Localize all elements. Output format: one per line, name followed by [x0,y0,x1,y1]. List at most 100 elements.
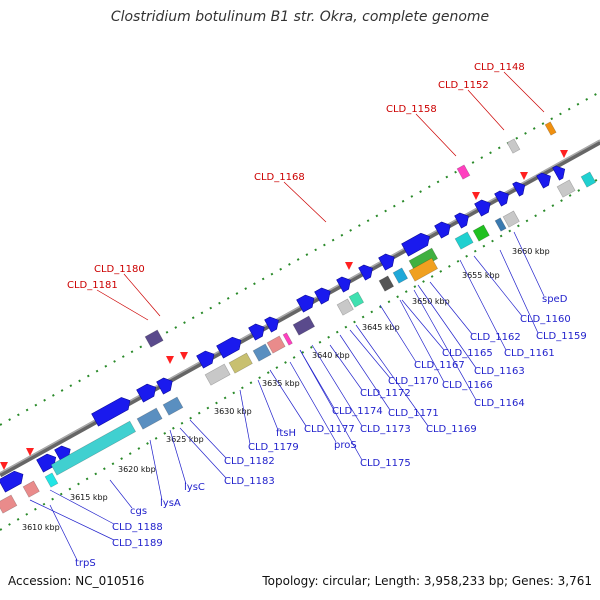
pseudogene-marker [26,448,34,456]
label-leader [417,284,477,369]
label-leader [459,259,507,351]
label-leader [499,249,539,334]
kbp-label: 3650 kbp [412,297,450,306]
gene-box [228,352,253,374]
gene-label: CLD_1160 [520,314,571,325]
cds-forward-arrow [552,165,566,181]
gene-label: CLD_1161 [504,348,555,359]
label-leader [513,231,545,297]
gene-box [502,210,520,228]
gene-box [580,171,597,188]
label-leader [401,299,445,351]
cds-forward-arrow [36,453,57,473]
label-leader [355,324,429,427]
gene-box [0,494,18,514]
outer-tick-track [0,91,600,426]
label-leader [189,419,227,459]
gene-label: CLD_1181 [67,280,118,291]
cds-forward-arrow [216,336,242,359]
pseudogene-marker [166,356,174,364]
gene-box [336,298,354,316]
label-leader [109,479,133,509]
kbp-label: 3620 kbp [118,465,156,474]
kbp-label: 3615 kbp [70,493,108,502]
pseudogene-marker [520,172,528,180]
label-leader [257,379,279,431]
gene-label: CLD_1188 [112,522,163,533]
gene-box [204,363,231,386]
kbp-label: 3610 kbp [22,523,60,532]
kbp-label: 3645 kbp [362,323,400,332]
gene-box [266,335,286,354]
kbp-label: 3625 kbp [166,435,204,444]
gene-label: CLD_1164 [474,398,525,409]
gene-label: CLD_1189 [112,538,163,549]
pseudogene-marker [472,192,480,200]
cds-forward-arrow [136,383,157,403]
pseudogene-marker [180,352,188,360]
gene-label: CLD_1171 [388,408,439,419]
label-leader [379,304,417,363]
label-leader [29,499,115,541]
label-leader [49,504,78,561]
label-leader [289,361,337,443]
gene-box [408,257,439,282]
gene-label: CLD_1159 [536,331,587,342]
accession-text: Accession: NC_010516 [8,574,145,588]
gene-label: CLD_1165 [442,348,493,359]
label-leader [96,289,149,321]
kbp-label: 3635 kbp [262,379,300,388]
cds-forward-arrow [512,181,526,197]
label-leader [399,299,445,383]
cds-forward-arrow [156,377,173,395]
cds-forward-arrow [196,350,215,369]
cds-forward-arrow [494,190,509,207]
gene-label: CLD_1148 [474,62,525,73]
gene-label: CLD_1158 [386,104,437,115]
gene-box [544,121,557,136]
label-leader [467,89,505,131]
label-leader [299,349,363,461]
cds-forward-arrow [454,212,469,229]
label-leader [311,344,363,427]
label-leader [503,71,545,113]
cds-forward-arrow [401,232,430,257]
label-leader [49,489,115,525]
gene-box [252,343,272,362]
cds-forward-arrow [91,397,131,427]
label-leader [179,427,227,479]
gene-label: CLD_1174 [332,406,383,417]
label-leaders [29,71,545,561]
gene-label: CLD_1177 [304,424,355,435]
gene-label: CLD_1172 [360,388,411,399]
cds-forward-arrow [314,287,331,305]
gene-box [44,472,59,488]
label-leader [339,334,391,411]
cds-forward-arrow [264,316,279,333]
gene-label: cgs [130,506,147,517]
gene-label: speD [542,294,568,305]
gene-box [392,267,409,284]
cds-forward-arrow [358,264,373,281]
gene-box [162,396,184,416]
cds-forward-arrow [248,323,265,341]
gene-label: CLD_1168 [254,172,305,183]
gene-box [136,407,163,430]
kbp-label: 3630 kbp [214,407,252,416]
gene-label: CLD_1169 [426,424,477,435]
gene-label: lysC [184,482,205,493]
gene-label: trpS [75,558,96,569]
gene-label: CLD_1162 [470,332,521,343]
gene-box [506,138,521,154]
kbp-labels: 3610 kbp 3615 kbp 3620 kbp 3625 kbp 3630 kbp… [22,247,550,532]
gene-box [378,275,395,292]
cds-forward-arrow [0,470,24,493]
gene-label: CLD_1167 [414,360,465,371]
label-leader [473,255,523,317]
label-leader [329,344,363,391]
gene-box [282,332,293,346]
gene-label: lysA [160,498,181,509]
gene-label: CLD_1173 [360,424,411,435]
gene-label: proS [334,440,357,451]
